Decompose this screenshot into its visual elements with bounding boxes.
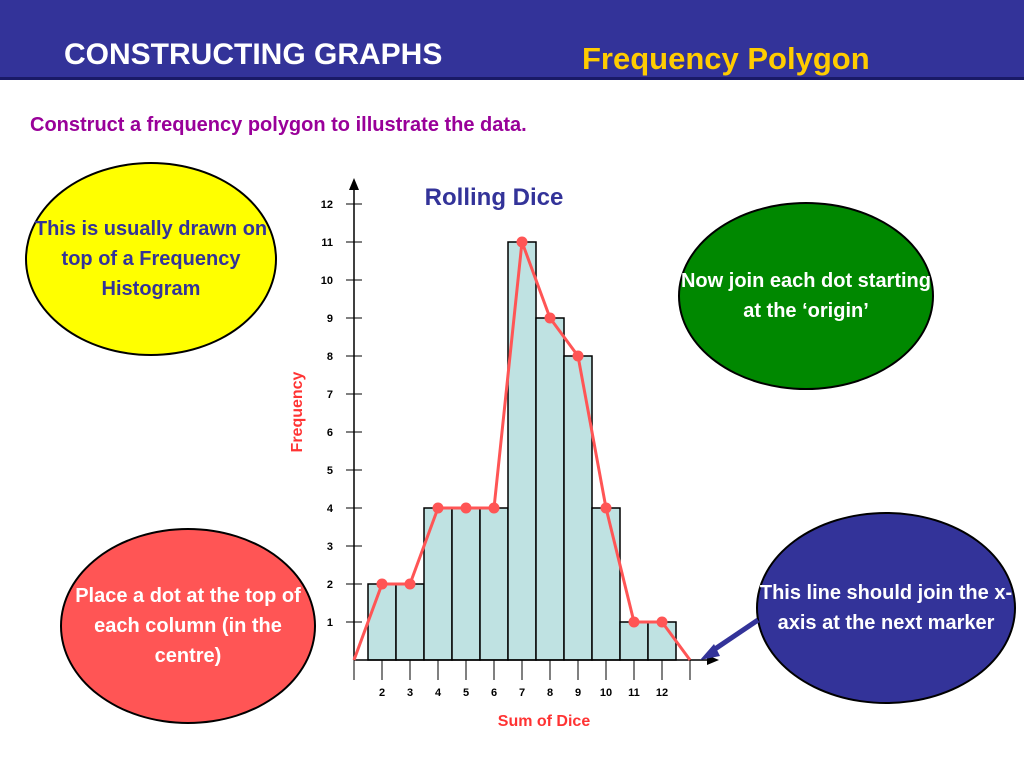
x-tick-label: 8 (547, 687, 553, 699)
callout-arrow-head (700, 644, 720, 660)
title-bar: CONSTRUCTING GRAPHS Frequency Polygon (0, 0, 1024, 80)
y-tick-label: 3 (327, 541, 333, 553)
chart-title: Rolling Dice (425, 184, 564, 211)
histogram-bar (535, 317, 565, 661)
polygon-point (600, 502, 612, 514)
y-tick-label: 9 (327, 313, 333, 325)
polygon-point (460, 502, 472, 514)
x-axis-label: Sum of Dice (498, 713, 591, 730)
histogram-bar (647, 621, 677, 661)
polygon-point (376, 578, 388, 590)
y-tick-label: 8 (327, 351, 333, 363)
histogram-bar (395, 583, 425, 661)
y-tick-label: 4 (327, 503, 334, 515)
histogram-bar (619, 621, 649, 661)
axis-note-text: This line should join the x-axis at the … (759, 582, 1013, 634)
x-tick-label: 4 (435, 687, 442, 699)
histogram-bar (591, 507, 621, 661)
dot-note-text: Place a dot at the top of each column (i… (75, 585, 301, 667)
instruction-text: Construct a frequency polygon to illustr… (30, 114, 527, 136)
y-tick-label: 12 (321, 199, 333, 211)
page-subtitle: Frequency Polygon (582, 41, 870, 76)
y-tick-label: 5 (327, 465, 333, 477)
histogram-bar (507, 241, 537, 661)
polygon-point (404, 578, 416, 590)
y-tick-label: 11 (321, 237, 333, 249)
histogram-bar (367, 583, 397, 661)
x-tick-label: 10 (600, 687, 612, 699)
polygon-point (432, 502, 444, 514)
polygon-point (488, 502, 500, 514)
axis-note-bubble: This line should join the x-axis at the … (756, 512, 1016, 704)
x-tick-label: 9 (575, 687, 581, 699)
polygon-point (628, 616, 640, 628)
callout-arrow-line (710, 617, 760, 654)
join-note-bubble: Now join each dot starting at the ‘origi… (678, 202, 934, 390)
polygon-point (516, 236, 528, 248)
y-tick-label: 10 (321, 275, 333, 287)
histogram-bar (451, 507, 481, 661)
polygon-point (656, 616, 668, 628)
polygon-point (572, 350, 584, 362)
y-tick-label: 6 (327, 427, 333, 439)
histogram-bar (479, 507, 509, 661)
y-tick-label: 7 (327, 389, 333, 401)
x-tick-label: 5 (463, 687, 469, 699)
y-tick-label: 2 (327, 579, 333, 591)
x-tick-label: 11 (628, 687, 640, 699)
dot-note-bubble: Place a dot at the top of each column (i… (60, 528, 316, 724)
y-axis-arrow (349, 178, 359, 190)
histogram-note-bubble: This is usually drawn on top of a Freque… (25, 162, 277, 356)
y-tick-label: 1 (327, 617, 333, 629)
histogram-note-text: This is usually drawn on top of a Freque… (34, 218, 268, 300)
y-axis-label: Frequency (289, 371, 306, 452)
x-tick-label: 2 (379, 687, 385, 699)
x-tick-label: 6 (491, 687, 497, 699)
x-tick-label: 12 (656, 687, 668, 699)
x-tick-label: 7 (519, 687, 525, 699)
join-note-text: Now join each dot starting at the ‘origi… (680, 270, 931, 322)
page-title: CONSTRUCTING GRAPHS (64, 38, 443, 71)
polygon-point (544, 312, 556, 324)
x-tick-label: 3 (407, 687, 413, 699)
